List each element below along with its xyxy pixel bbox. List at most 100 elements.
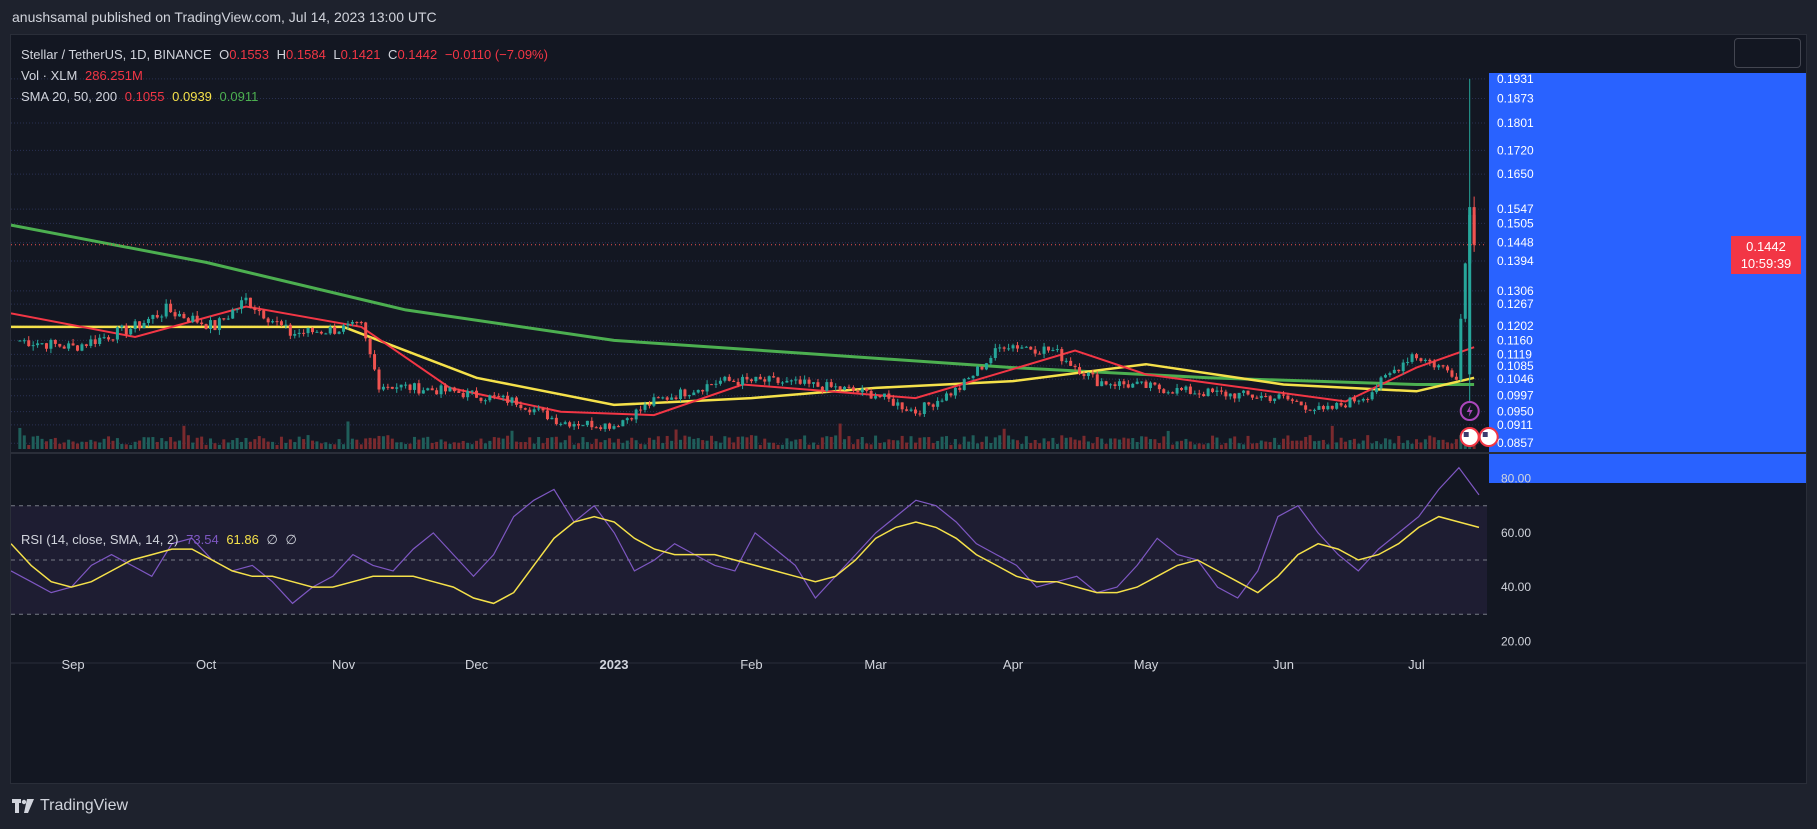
volume-bar — [395, 442, 399, 449]
price-tick-label: 0.0857 — [1497, 436, 1534, 450]
candle-body — [53, 339, 57, 344]
candle-body — [843, 386, 847, 390]
candle-body — [1295, 400, 1299, 402]
volume-bar — [1095, 437, 1099, 449]
volume-bar — [599, 442, 603, 449]
volume-bar — [115, 438, 119, 449]
rsi-band-value-2: ∅ — [285, 532, 297, 547]
volume-bar — [226, 442, 230, 449]
volume-bar — [1383, 438, 1387, 449]
candle-body — [435, 390, 439, 395]
volume-bar — [390, 438, 394, 449]
candle-body — [1175, 387, 1179, 394]
volume-bar — [182, 425, 186, 449]
candle-body — [381, 386, 385, 390]
chart-container[interactable]: 0.1931 0.1873 0.1801 0.1720 0.1650 0.1547 0.15… — [10, 34, 1807, 784]
volume-bar — [399, 442, 403, 449]
candle-body — [714, 383, 718, 385]
volume-bar — [696, 438, 700, 449]
volume-bar — [1406, 440, 1410, 449]
candle-body — [466, 391, 470, 398]
candle-body — [62, 346, 66, 349]
volume-bar — [807, 444, 811, 449]
volume-bar — [887, 439, 891, 449]
chart-canvas[interactable]: 0.19310.18730.18010.17200.16500.15470.15… — [10, 35, 1806, 783]
volume-bar — [577, 443, 581, 449]
candle-body — [550, 417, 554, 420]
candle-body — [417, 383, 421, 394]
rsi-tick-label: 20.00 — [1501, 634, 1531, 648]
candle-body — [554, 417, 558, 425]
candle-body — [1091, 372, 1095, 375]
price-tick-label: 0.1547 — [1497, 202, 1534, 216]
volume-bar — [971, 435, 975, 449]
volume-bar — [271, 441, 275, 449]
scale-toggle-button[interactable] — [1734, 38, 1801, 68]
top-bar: anushsamal published on TradingView.com,… — [0, 0, 1817, 34]
candle-body — [324, 333, 328, 335]
candle-body — [1038, 353, 1042, 355]
axis-layer: 0.1931 0.1873 0.1801 0.1720 0.1650 0.15470.15… — [11, 72, 1806, 672]
time-tick-label: 2023 — [600, 657, 629, 672]
volume-bar — [980, 441, 984, 449]
volume-bar — [377, 435, 381, 449]
volume-bar — [621, 442, 625, 449]
volume-bar — [1193, 444, 1197, 449]
rsi-label[interactable]: RSI (14, close, SMA, 14, 2) — [21, 532, 179, 547]
candle-body — [1406, 361, 1410, 363]
candle-body — [40, 343, 44, 345]
volume-bar — [976, 443, 980, 449]
last-candle-body — [1472, 207, 1476, 245]
footer-brand[interactable]: TradingView — [40, 797, 129, 814]
volume-bar — [62, 442, 66, 449]
candle-body — [93, 339, 97, 344]
candle-body — [1148, 382, 1152, 388]
candle-body — [984, 363, 988, 370]
volume-bar — [204, 444, 208, 449]
volume-bar — [1388, 439, 1392, 449]
volume-bar — [439, 439, 443, 449]
high-value: 0.1584 — [286, 47, 326, 62]
volume-bar — [448, 443, 452, 449]
volume-bar — [927, 437, 931, 449]
candle-body — [1104, 381, 1108, 385]
candle-body — [395, 387, 399, 389]
volume-bar — [337, 439, 341, 449]
candle-body — [1273, 398, 1277, 401]
volume-bar — [71, 441, 75, 449]
candle-body — [958, 387, 962, 390]
candle-body — [475, 390, 479, 398]
volume-bar — [1020, 443, 1024, 449]
candle-body — [1397, 369, 1401, 372]
volume-bar — [705, 440, 709, 449]
candle-body — [1348, 397, 1352, 408]
candle-body — [745, 376, 749, 380]
price-tick-label: 0.1931 — [1497, 72, 1534, 86]
candle-body — [776, 377, 780, 383]
volume-label[interactable]: Vol · XLM — [21, 68, 78, 83]
volume-bar — [506, 435, 510, 449]
candle-body — [723, 376, 727, 381]
time-tick-label: Dec — [465, 657, 489, 672]
candle-body — [785, 380, 789, 383]
candle-body — [510, 397, 514, 403]
rsi-tick-label: 80.00 — [1501, 472, 1531, 486]
volume-bar — [404, 444, 408, 449]
us-flag-icon — [1459, 427, 1480, 447]
candle-body — [993, 348, 997, 358]
candle-body — [1024, 346, 1028, 348]
candle-body — [1313, 409, 1317, 411]
candle-body — [754, 376, 758, 382]
volume-bar — [1366, 435, 1370, 449]
candle-body — [847, 386, 851, 388]
candle-body — [293, 333, 297, 336]
symbol-label[interactable]: Stellar / TetherUS, 1D, BINANCE — [21, 47, 212, 62]
volume-bar — [107, 436, 111, 449]
sma-label[interactable]: SMA 20, 50, 200 — [21, 89, 118, 104]
candle-body — [271, 321, 275, 323]
volume-bar — [1069, 437, 1073, 449]
candle-body — [891, 398, 895, 406]
candle-body — [1135, 381, 1139, 384]
volume-bar — [373, 438, 377, 449]
candle-body — [209, 320, 213, 329]
